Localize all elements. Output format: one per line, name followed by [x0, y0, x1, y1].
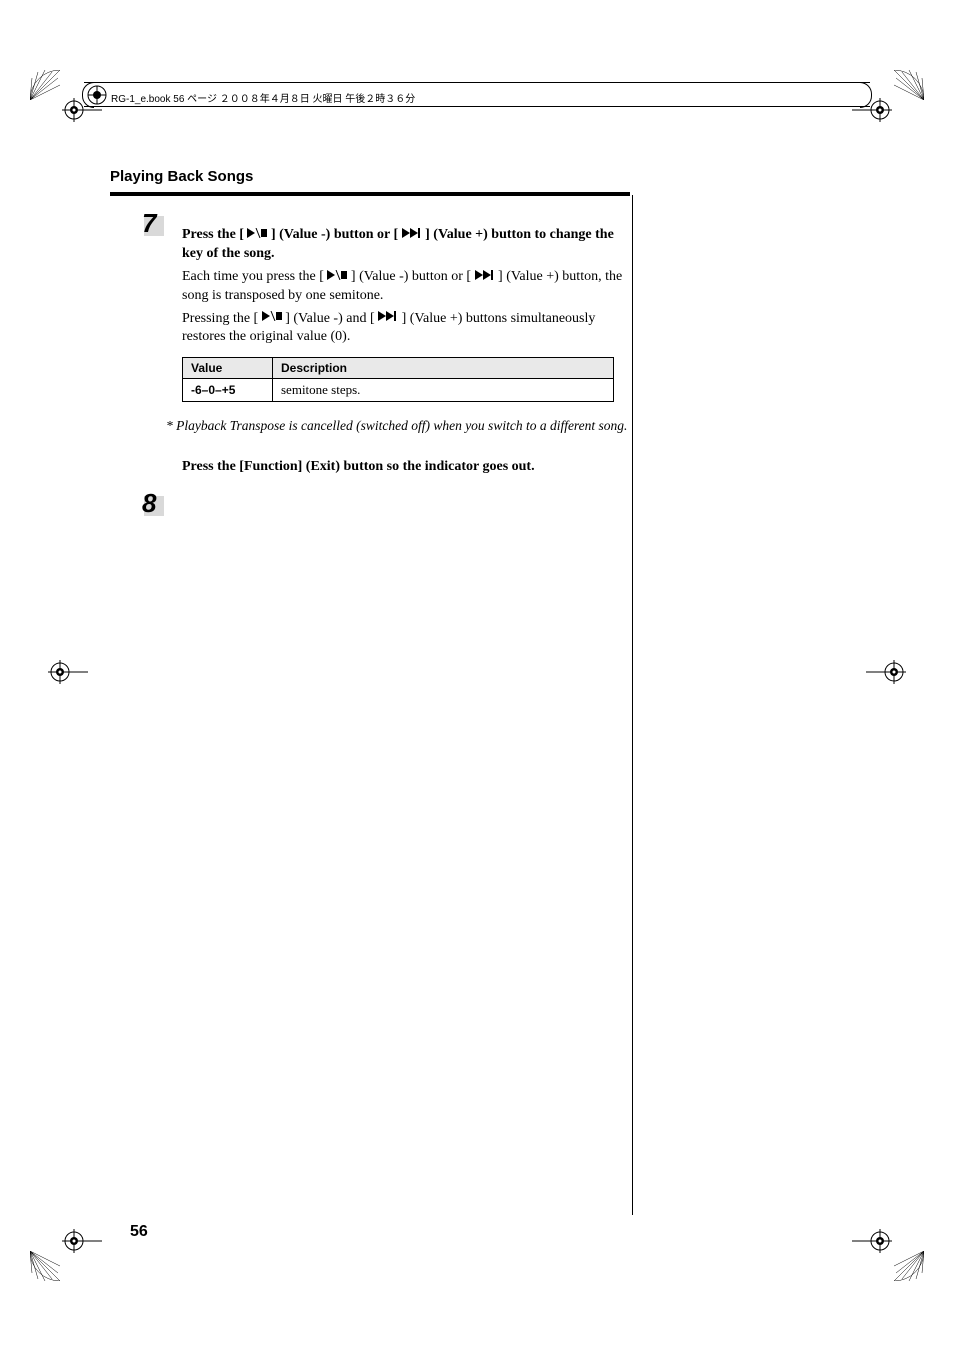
print-mark-br [894, 1251, 924, 1281]
title-underline [110, 192, 630, 196]
section-title: Playing Back Songs [110, 168, 253, 185]
ffwd-icon [378, 311, 398, 325]
play-stop-icon [327, 270, 347, 284]
value-table: Value Description -6–0–+5 semitone steps… [182, 357, 614, 402]
reg-mark [62, 1229, 102, 1253]
print-mark-bl [30, 1251, 60, 1281]
text: Press the [ [182, 227, 247, 242]
table-cell-desc: semitone steps. [273, 379, 614, 402]
table-cell-value: -6–0–+5 [183, 379, 273, 402]
step-number-8: 8 [142, 488, 156, 519]
text: ] (Value -) button or [ [267, 227, 401, 242]
print-mark-tl [30, 70, 60, 100]
table-header-desc: Description [273, 358, 614, 379]
text: Pressing the [ [182, 311, 262, 326]
text: ] (Value -) and [ [282, 311, 378, 326]
header-line [84, 82, 870, 83]
reg-mark [48, 660, 88, 684]
reg-mark [852, 1229, 892, 1253]
ffwd-icon [402, 228, 422, 242]
text: Each time you press the [ [182, 269, 327, 284]
footnote: * Playback Transpose is cancelled (switc… [166, 418, 630, 434]
reg-mark [852, 98, 892, 122]
step7-detail1: Each time you press the [ ] (Value -) bu… [182, 268, 630, 306]
column-divider [632, 195, 633, 1215]
step7-detail2: Pressing the [ ] (Value -) and [ ] (Valu… [182, 310, 630, 348]
play-stop-icon [247, 228, 267, 242]
page-number: 56 [130, 1223, 148, 1241]
play-stop-icon [262, 311, 282, 325]
table-header-value: Value [183, 358, 273, 379]
step-number-7: 7 [142, 208, 156, 239]
step8-instruction: Press the [Function] (Exit) button so th… [182, 458, 630, 477]
text: ] (Value -) button or [ [347, 269, 474, 284]
reg-mark [866, 660, 906, 684]
print-mark-tr [894, 70, 924, 100]
content-column: 7 Press the [ ] (Value -) button or [ ] … [110, 212, 630, 481]
header-text: RG-1_e.book 56 ページ ２００８年４月８日 火曜日 午後２時３６分 [105, 88, 421, 107]
step7-instruction: Press the [ ] (Value -) button or [ ] (V… [182, 226, 630, 264]
ffwd-icon [475, 270, 495, 284]
